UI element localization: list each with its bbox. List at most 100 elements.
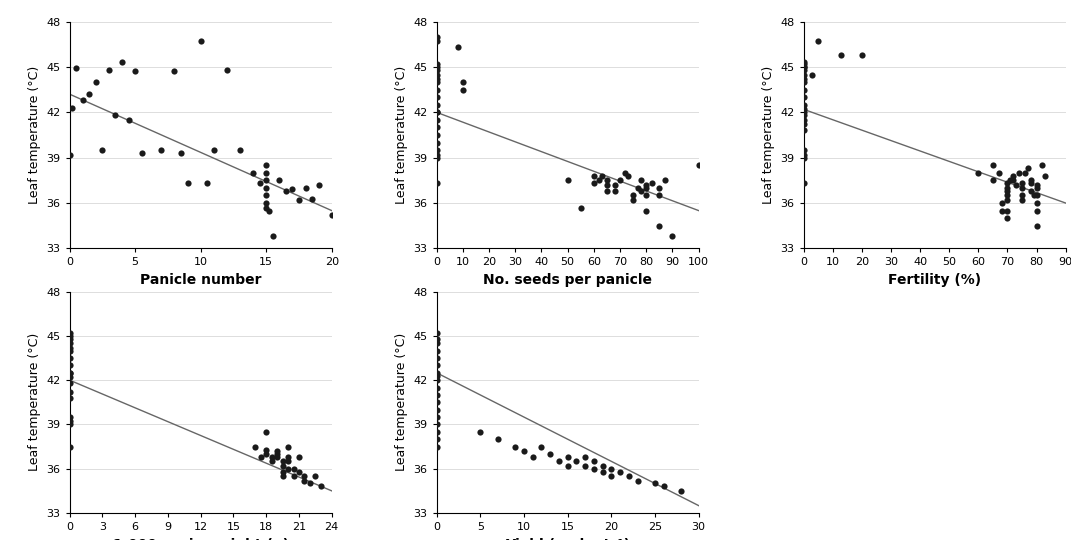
Point	[795, 66, 812, 75]
Point	[524, 453, 541, 461]
Point	[795, 93, 812, 102]
Point	[61, 388, 78, 396]
Point	[637, 191, 654, 200]
Point	[258, 428, 275, 436]
Y-axis label: Leaf temperature (°C): Leaf temperature (°C)	[395, 66, 408, 204]
Point	[795, 111, 812, 120]
Point	[585, 172, 602, 180]
Point	[1016, 168, 1034, 177]
Point	[274, 472, 291, 481]
Point	[428, 390, 446, 399]
Point	[284, 185, 301, 194]
Point	[1028, 206, 1045, 215]
Point	[1005, 176, 1022, 185]
X-axis label: Panicle number: Panicle number	[140, 273, 261, 287]
Point	[428, 442, 446, 451]
X-axis label: No. seeds per panicle: No. seeds per panicle	[483, 273, 652, 287]
Point	[795, 126, 812, 135]
Point	[1008, 180, 1025, 189]
Point	[428, 435, 446, 443]
Point	[258, 176, 275, 185]
Point	[606, 180, 623, 189]
Point	[428, 85, 446, 94]
Point	[454, 85, 471, 94]
Point	[454, 78, 471, 86]
Point	[1001, 176, 1019, 185]
Point	[1022, 187, 1039, 195]
Point	[231, 146, 248, 154]
Point	[218, 66, 236, 75]
Point	[258, 184, 275, 192]
Point	[269, 447, 286, 455]
Point	[999, 191, 1016, 200]
Point	[269, 450, 286, 458]
Point	[637, 184, 654, 192]
Point	[624, 195, 642, 204]
Point	[61, 442, 78, 451]
Point	[274, 462, 291, 470]
Point	[428, 93, 446, 102]
Point	[449, 43, 466, 52]
Point	[114, 58, 131, 67]
Point	[61, 394, 78, 402]
Point	[428, 123, 446, 132]
Point	[651, 184, 668, 192]
Point	[166, 67, 183, 76]
Point	[795, 105, 812, 113]
Point	[280, 453, 297, 461]
Point	[428, 428, 446, 436]
Point	[594, 467, 612, 476]
Point	[795, 100, 812, 109]
Point	[206, 146, 223, 154]
Point	[643, 179, 660, 188]
Point	[428, 354, 446, 362]
Point	[428, 150, 446, 159]
Point	[74, 96, 91, 105]
Point	[428, 78, 446, 86]
Point	[263, 453, 281, 461]
Point	[1013, 179, 1030, 188]
Point	[258, 445, 275, 454]
Point	[590, 176, 607, 185]
Point	[244, 168, 261, 177]
Point	[192, 37, 209, 45]
Point	[795, 75, 812, 83]
Point	[258, 168, 275, 177]
Point	[428, 66, 446, 75]
Point	[428, 32, 446, 41]
Point	[296, 476, 313, 485]
Point	[133, 149, 150, 158]
Point	[428, 329, 446, 338]
Point	[311, 180, 328, 189]
X-axis label: Yield (g plant⁻¹): Yield (g plant⁻¹)	[506, 538, 630, 540]
Point	[61, 339, 78, 348]
Point	[599, 180, 616, 189]
Point	[795, 108, 812, 117]
Point	[285, 472, 302, 481]
Point	[585, 179, 602, 188]
Point	[1010, 168, 1027, 177]
Point	[101, 66, 118, 75]
Point	[428, 108, 446, 117]
Point	[297, 184, 314, 192]
Point	[260, 206, 277, 215]
Point	[1005, 172, 1022, 180]
Point	[246, 442, 263, 451]
Point	[630, 184, 647, 192]
Point	[471, 428, 488, 436]
Point	[263, 457, 281, 465]
Point	[603, 472, 620, 481]
Point	[603, 464, 620, 473]
Point	[277, 187, 295, 195]
Point	[803, 70, 820, 79]
Point	[94, 146, 111, 154]
Point	[568, 457, 585, 465]
Point	[271, 176, 288, 185]
Point	[63, 104, 80, 112]
Point	[179, 179, 196, 188]
Point	[629, 476, 646, 485]
Point	[795, 58, 812, 67]
Point	[126, 67, 144, 76]
Point	[61, 343, 78, 352]
Point	[795, 70, 812, 79]
